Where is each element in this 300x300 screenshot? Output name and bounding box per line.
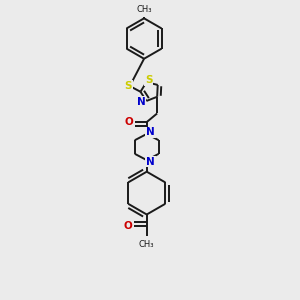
Text: S: S — [124, 81, 132, 91]
Text: N: N — [146, 128, 155, 137]
Text: N: N — [137, 97, 146, 107]
Text: CH₃: CH₃ — [136, 5, 152, 14]
Text: O: O — [123, 221, 132, 231]
Text: O: O — [124, 117, 133, 127]
Text: S: S — [145, 76, 153, 85]
Text: CH₃: CH₃ — [139, 240, 154, 249]
Text: N: N — [146, 157, 155, 166]
